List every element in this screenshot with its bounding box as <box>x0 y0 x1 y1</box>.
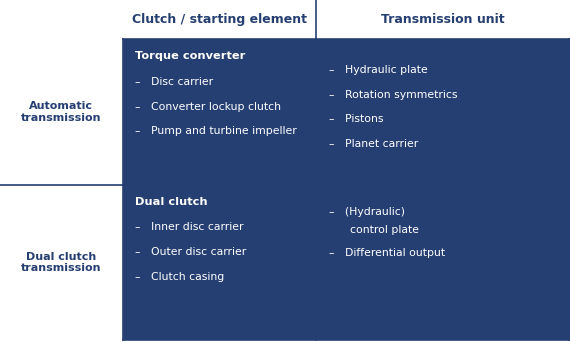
Bar <box>123 185 316 340</box>
Text: –   Inner disc carrier: – Inner disc carrier <box>135 222 243 232</box>
Text: Dual clutch: Dual clutch <box>135 197 207 207</box>
Text: –   Pump and turbine impeller: – Pump and turbine impeller <box>135 126 297 136</box>
Text: –   Disc carrier: – Disc carrier <box>135 77 213 87</box>
Bar <box>123 39 316 185</box>
Text: –   Outer disc carrier: – Outer disc carrier <box>135 247 246 257</box>
Text: Dual clutch
transmission: Dual clutch transmission <box>21 252 101 273</box>
Text: –   Differential output: – Differential output <box>329 248 445 258</box>
Text: –   Clutch casing: – Clutch casing <box>135 272 225 281</box>
Text: –   (Hydraulic): – (Hydraulic) <box>329 207 405 217</box>
Text: Clutch / starting element: Clutch / starting element <box>132 13 307 26</box>
Bar <box>316 185 570 340</box>
Text: –   Pistons: – Pistons <box>329 114 384 124</box>
Text: control plate: control plate <box>329 225 419 235</box>
Bar <box>316 39 570 185</box>
Text: Automatic
transmission: Automatic transmission <box>21 101 101 123</box>
Text: –   Rotation symmetrics: – Rotation symmetrics <box>329 90 457 100</box>
Text: –   Converter lockup clutch: – Converter lockup clutch <box>135 102 281 111</box>
Text: –   Hydraulic plate: – Hydraulic plate <box>329 65 428 75</box>
Text: Transmission unit: Transmission unit <box>381 13 505 26</box>
Text: Torque converter: Torque converter <box>135 51 246 61</box>
Text: –   Planet carrier: – Planet carrier <box>329 139 418 149</box>
